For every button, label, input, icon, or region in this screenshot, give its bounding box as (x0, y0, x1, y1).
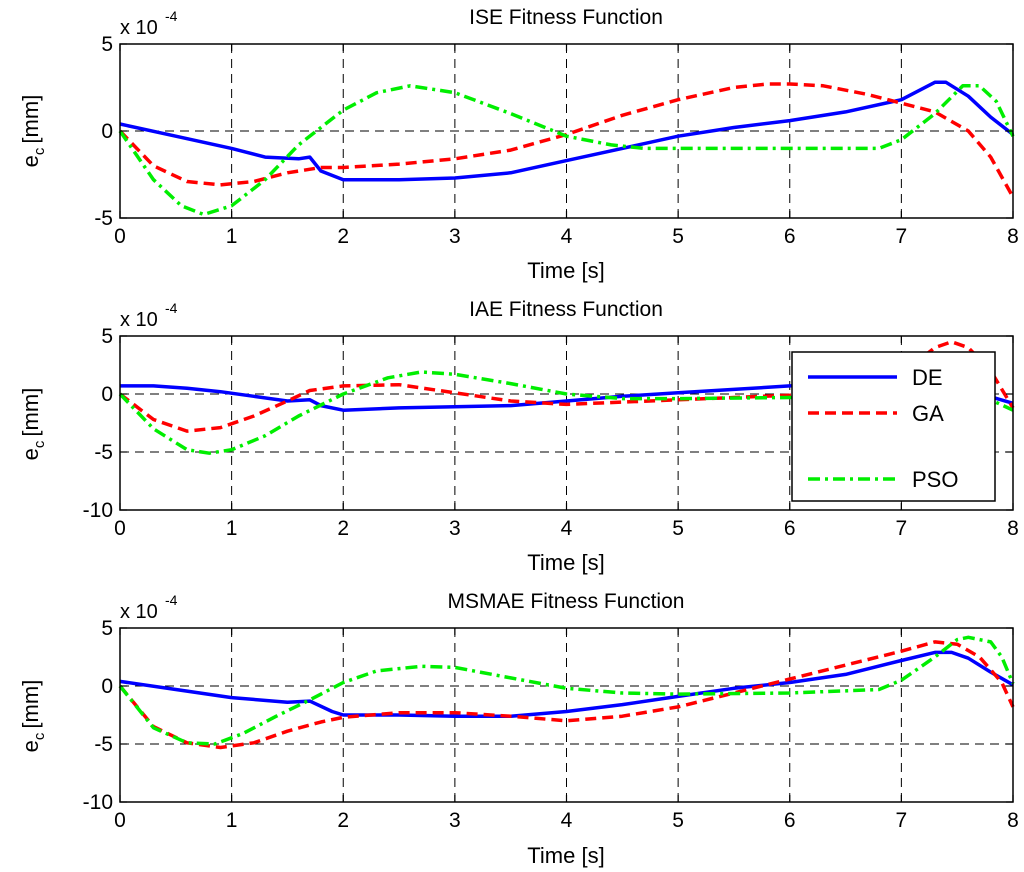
plot-area: 0 1 2 3 4 5 6 7 8-505 (94, 33, 1019, 248)
chart-title: ISE Fitness Function (469, 6, 663, 29)
x-tick-label: 7 (896, 225, 908, 248)
x-tick-label: 6 (784, 225, 796, 248)
y-multiplier-exponent: -4 (165, 8, 178, 24)
svg-text:ec[mm]: ec [mm] (18, 388, 48, 461)
svg-text:ec[mm]: ec [mm] (18, 680, 48, 753)
y-axis-symbol: e (18, 155, 43, 167)
y-axis-label: ec [mm] (18, 95, 48, 168)
x-tick-label: 5 (672, 517, 684, 540)
legend: DE GA PSO (791, 351, 996, 502)
x-tick-label: 5 (672, 809, 684, 832)
chart-title: IAE Fitness Function (469, 298, 663, 321)
x-axis-label: Time [s] (527, 843, 604, 868)
x-tick-label: 8 (1007, 225, 1019, 248)
series-line-pso (118, 635, 1015, 746)
x-tick-label: 4 (561, 517, 573, 540)
y-axis-subscript: c (31, 147, 48, 155)
x-axis-label: Time [s] (527, 550, 604, 575)
y-axis-unit: [mm] (18, 388, 43, 437)
y-tick-label: 5 (101, 33, 113, 56)
plot-area: 0 1 2 3 4 5 6 7 8 -10 -5 0 5 (83, 617, 1019, 832)
y-tick-label: 0 (101, 383, 113, 406)
x-tick-label: 3 (449, 225, 461, 248)
series-line-de (119, 80, 1015, 182)
y-axis-subscript: c (31, 732, 48, 740)
chart-panel-iae: IAE Fitness Function x 10 -4 Time [s] ec… (18, 298, 1019, 575)
y-tick-label: 0 (101, 120, 113, 143)
y-multiplier-base: x 10 (120, 601, 158, 623)
plot-background (120, 44, 1013, 218)
series-line-ga (118, 82, 1015, 198)
x-tick-label: 4 (561, 225, 573, 248)
x-tick-label: 2 (337, 809, 349, 832)
legend-label-ga: GA (912, 401, 944, 426)
x-tick-label: 2 (337, 225, 349, 248)
x-tick-label: 1 (226, 225, 238, 248)
y-tick-label: -5 (94, 207, 113, 230)
chart-panel-ise: ISE Fitness Function x 10 -4 Time [s] ec… (18, 6, 1019, 283)
x-tick-label: 4 (561, 809, 573, 832)
y-multiplier-base: x 10 (120, 309, 158, 331)
y-tick-label: -5 (94, 441, 113, 464)
y-tick-label: -5 (94, 733, 113, 756)
x-tick-label: 0 (114, 517, 126, 540)
y-axis-label: ec [mm] (18, 680, 48, 753)
x-tick-label: 7 (896, 809, 908, 832)
series-line-ga (118, 640, 1015, 750)
y-tick-label: 0 (101, 675, 113, 698)
y-tick-label: -10 (83, 791, 113, 814)
x-axis-label: Time [s] (527, 258, 604, 283)
y-tick-label: 5 (101, 325, 113, 348)
plot-background (120, 628, 1013, 802)
legend-label-pso: PSO (912, 467, 958, 492)
series-line-pso (118, 84, 1015, 217)
x-tick-label: 8 (1007, 517, 1019, 540)
x-tick-label: 6 (784, 809, 796, 832)
y-tick-label: -10 (83, 499, 113, 522)
x-tick-label: 0 (114, 809, 126, 832)
y-axis-symbol: e (18, 740, 43, 752)
y-axis-symbol: e (18, 448, 43, 460)
y-tick-label: 5 (101, 617, 113, 640)
x-tick-label: 8 (1007, 809, 1019, 832)
y-multiplier-exponent: -4 (165, 592, 178, 608)
y-axis-subscript: c (31, 440, 48, 448)
svg-text:ec[mm]: ec [mm] (18, 95, 48, 168)
x-tick-label: 3 (449, 809, 461, 832)
y-axis-label: ec [mm] (18, 388, 48, 461)
y-multiplier-base: x 10 (120, 17, 158, 39)
x-tick-label: 1 (226, 517, 238, 540)
y-multiplier-exponent: -4 (165, 300, 178, 316)
chart-title: MSMAE Fitness Function (448, 590, 685, 613)
series-line-ga (118, 340, 1015, 433)
x-tick-label: 0 (114, 225, 126, 248)
x-tick-label: 1 (226, 809, 238, 832)
y-axis-unit: [mm] (18, 95, 43, 144)
chart-panel-msmae: MSMAE Fitness Function x 10 -4 Time [s] … (18, 590, 1019, 868)
x-tick-label: 2 (337, 517, 349, 540)
legend-label-de: DE (912, 365, 943, 390)
x-tick-label: 3 (449, 517, 461, 540)
y-axis-unit: [mm] (18, 680, 43, 729)
x-tick-label: 6 (784, 517, 796, 540)
x-tick-label: 5 (672, 225, 684, 248)
x-tick-label: 7 (896, 517, 908, 540)
